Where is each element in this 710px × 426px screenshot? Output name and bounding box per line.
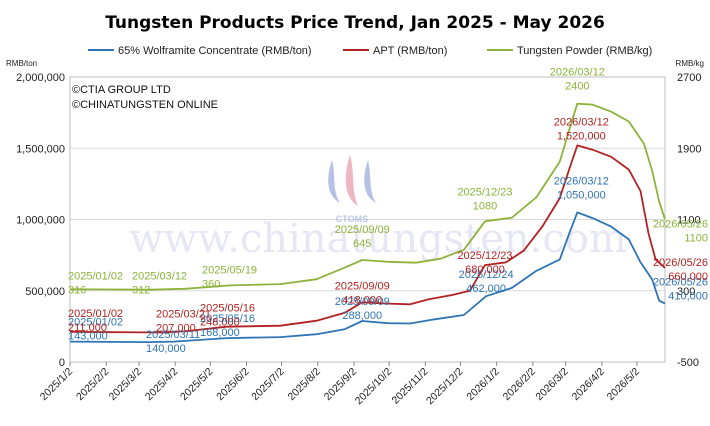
annotation-date: 2025/01/02 — [68, 270, 123, 282]
right-axis-unit: RMB/kg — [676, 59, 704, 68]
annotation-date: 2025/09/09 — [335, 280, 390, 292]
x-tick-label: 2025/6/2 — [214, 366, 251, 403]
annotation-date: 2025/01/02 — [68, 308, 123, 320]
x-tick-label: 2026/2/2 — [501, 366, 538, 403]
x-tick-label: 2025/7/2 — [249, 366, 286, 403]
annotation-value: 1,050,000 — [557, 189, 606, 201]
annotation-value: 140,000 — [146, 343, 186, 355]
annotation-date: 2025/05/16 — [200, 303, 255, 315]
right-tick-label: -500 — [677, 357, 699, 369]
annotation-value: 360 — [202, 278, 220, 290]
left-axis-unit: RMB/ton — [6, 59, 37, 68]
annotation-date: 2026/05/26 — [653, 219, 708, 231]
annotation-date: 2026/03/12 — [554, 175, 609, 187]
left-tick-label: 1,000,000 — [16, 215, 65, 227]
series-line — [69, 144, 666, 334]
watermark-text: www.chinatungsten.com — [129, 216, 627, 262]
left-tick-label: 2,000,000 — [16, 72, 65, 84]
annotation-value: 1,520,000 — [557, 130, 606, 142]
legend: 65% Wolframite Concentrate (RMB/ton) APT … — [88, 45, 652, 57]
annotation-date: 2025/05/16 — [200, 313, 255, 325]
annotation-value: 248,000 — [200, 317, 240, 329]
annotation-date: 2026/03/12 — [550, 67, 605, 79]
series-line — [69, 102, 666, 291]
annotation-value: 312 — [132, 285, 150, 297]
x-tick-label: 2025/4/2 — [143, 366, 180, 403]
annotation-date: 2025/03/11 — [146, 329, 200, 341]
left-tick-label: 1,500,000 — [16, 143, 65, 155]
logo-drop-right — [364, 160, 376, 203]
annotation-date: 2025/12/23 — [457, 250, 512, 262]
annotation-date: 2025/03/21 — [156, 309, 211, 321]
series-line — [69, 211, 666, 344]
annotation-date: 2026/05/26 — [653, 277, 708, 289]
x-tick-label: 2025/10/2 — [353, 366, 395, 408]
annotation-value: 1080 — [473, 200, 497, 212]
annotation-value: 410,000 — [668, 291, 708, 303]
right-tick-label: 1100 — [677, 215, 701, 227]
annotation-value: 168,000 — [200, 327, 240, 339]
x-tick-label: 2025/8/2 — [286, 366, 323, 403]
legend-label: Tungsten Powder (RMB/kg) — [517, 45, 652, 57]
annotation-value: 207,000 — [156, 323, 196, 335]
left-tick-label: 500,000 — [25, 286, 65, 298]
right-tick-label: 1900 — [677, 143, 701, 155]
left-tick-label: 0 — [59, 357, 65, 369]
annotation-date: 2025/01/02 — [68, 317, 123, 329]
x-tick-label: 2025/3/2 — [107, 366, 144, 403]
logo-text: CTOMS — [336, 214, 368, 224]
annotation-date: 2025/12/23 — [457, 186, 512, 198]
annotation-date: 2025/03/12 — [132, 271, 187, 283]
copyright-line-1: ©CTIA GROUP LTD — [72, 84, 171, 96]
annotation-date: 2025/05/19 — [202, 264, 257, 276]
annotation-value: 2400 — [565, 81, 589, 93]
annotation-value: 1100 — [684, 233, 708, 245]
annotation-value: 418,000 — [342, 294, 382, 306]
right-tick-label: 300 — [677, 286, 695, 298]
annotation-date: 2025/09/09 — [335, 296, 390, 308]
annotation-value: 316 — [68, 284, 86, 296]
annotation-value: 462,000 — [466, 283, 506, 295]
logo-drop-left — [328, 160, 340, 203]
annotation-value: 660,000 — [668, 271, 708, 283]
series-lines — [69, 102, 666, 344]
copyright-line-2: ©CHINATUNGSTEN ONLINE — [72, 99, 218, 111]
annotation-date: 2026/03/12 — [554, 116, 609, 128]
x-tick-label: 2025/12/2 — [424, 366, 466, 408]
right-tick-label: 2700 — [677, 72, 701, 84]
annotation-value: 645 — [353, 238, 371, 250]
x-tick-label: 2026/4/2 — [570, 366, 607, 403]
x-tick-label: 2026/1/2 — [464, 366, 501, 403]
x-tick-label: 2026/5/2 — [605, 366, 642, 403]
x-tick-label: 2025/2/2 — [74, 366, 111, 403]
chart-title: Tungsten Products Price Trend, Jan 2025 … — [105, 13, 605, 33]
annotation-value: 211,000 — [68, 322, 107, 334]
annotation-date: 2026/05/26 — [653, 257, 708, 269]
annotation-value: 288,000 — [342, 310, 382, 322]
annotation-value: 143,000 — [68, 331, 108, 343]
annotation-value: 680,000 — [465, 264, 505, 276]
logo-drop-middle — [345, 155, 358, 206]
ctoms-logo: CTOMS — [328, 155, 376, 224]
x-tick-label: 2025/1/2 — [38, 366, 75, 403]
x-tick-label: 2025/5/2 — [178, 366, 215, 403]
legend-label: APT (RMB/ton) — [373, 45, 447, 57]
x-tick-label: 2026/3/2 — [533, 366, 570, 403]
annotations: 2025/01/02 143,000 2025/03/11 140,000 2025/0… — [68, 67, 708, 355]
legend-label: 65% Wolframite Concentrate (RMB/ton) — [118, 45, 312, 57]
annotation-date: 2025/12/24 — [459, 269, 514, 281]
annotation-date: 2025/09/09 — [335, 224, 390, 236]
